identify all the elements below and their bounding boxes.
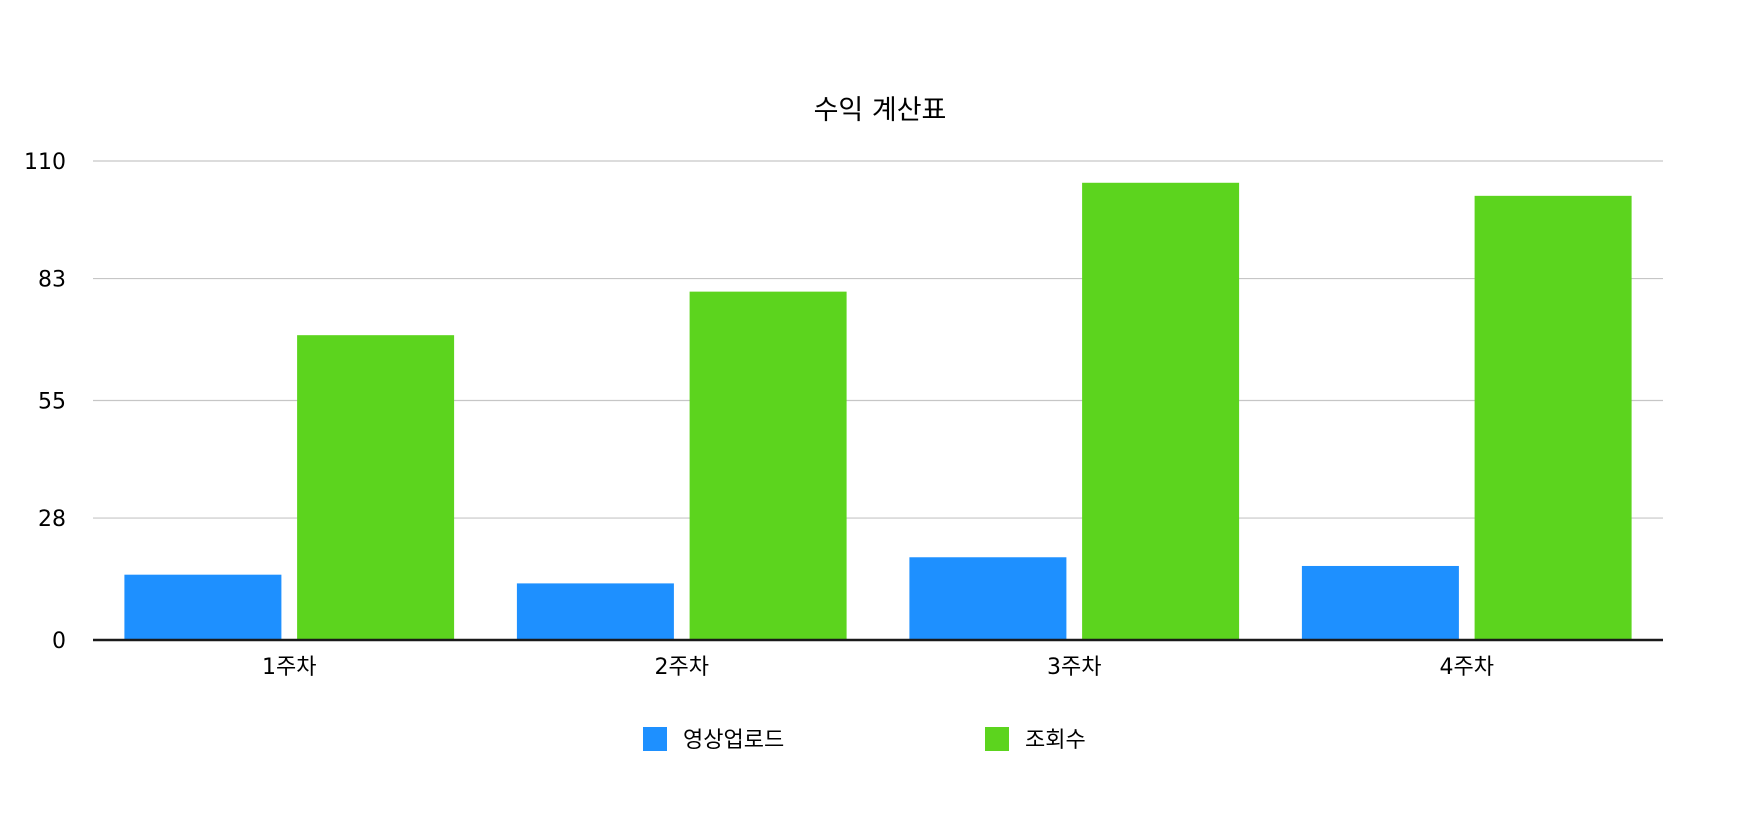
legend: 영상업로드 조회수	[643, 727, 1086, 753]
bars	[124, 182, 1632, 641]
bar-upload	[909, 557, 1067, 640]
x-category-label: 3주차	[1047, 655, 1101, 680]
legend-label: 영상업로드	[683, 728, 784, 753]
legend-swatch	[643, 727, 667, 751]
bar-views	[1082, 182, 1240, 641]
x-category-label: 1주차	[262, 655, 316, 680]
y-tick-label: 83	[38, 268, 66, 293]
y-tick-label: 55	[38, 390, 66, 415]
y-axis-ticks: 0 28 55 83 110	[24, 150, 66, 654]
x-axis-categories: 1주차 2주차 3주차 4주차	[262, 655, 1494, 680]
legend-swatch	[985, 727, 1009, 751]
x-category-label: 2주차	[655, 655, 709, 680]
bar-views	[297, 335, 455, 640]
y-tick-label: 110	[24, 150, 66, 175]
bar-upload	[124, 574, 282, 640]
x-category-label: 4주차	[1440, 655, 1494, 680]
chart-title: 수익 계산표	[814, 95, 947, 126]
y-tick-label: 0	[52, 629, 66, 654]
bar-upload	[1301, 565, 1459, 640]
bar-views	[1474, 195, 1632, 640]
bar-upload	[516, 583, 674, 640]
y-tick-label: 28	[38, 507, 66, 532]
bar-views	[689, 291, 847, 640]
legend-label: 조회수	[1025, 728, 1086, 753]
